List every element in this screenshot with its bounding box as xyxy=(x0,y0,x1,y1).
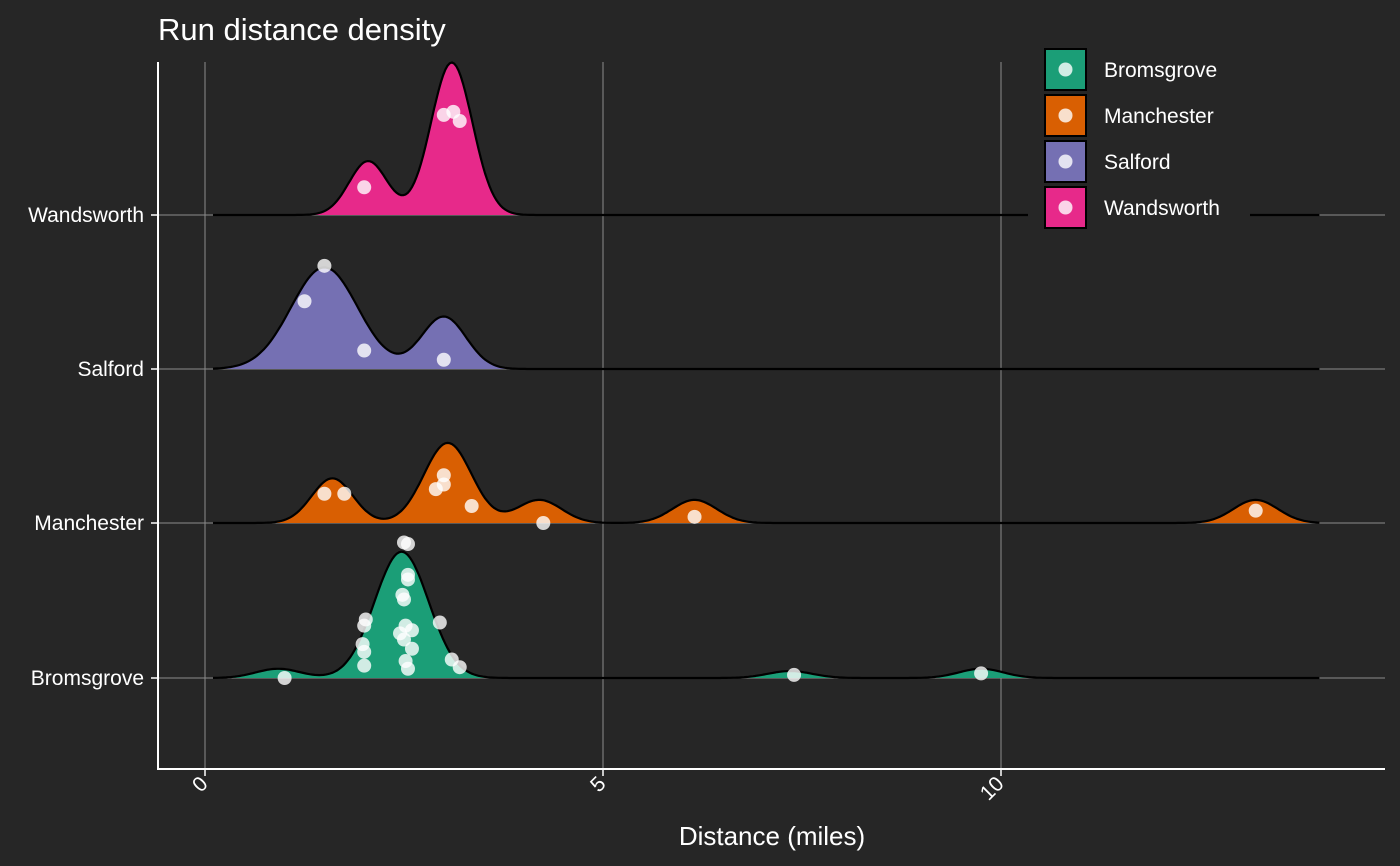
data-point xyxy=(297,294,312,309)
legend-point xyxy=(1058,154,1073,169)
data-point xyxy=(436,352,451,367)
legend-label: Wandsworth xyxy=(1104,197,1220,220)
data-point xyxy=(357,343,372,358)
data-point xyxy=(337,486,352,501)
data-point xyxy=(357,658,372,673)
legend-item-manchester: Manchester xyxy=(1044,94,1214,137)
legend-label: Bromsgrove xyxy=(1104,59,1217,82)
legend-label: Manchester xyxy=(1104,105,1214,128)
data-point xyxy=(400,661,415,676)
ridge-salford xyxy=(212,258,1320,371)
y-ticks: Bromsgrove Manchester Salford Wandsworth xyxy=(28,204,158,690)
x-axis-title: Distance (miles) xyxy=(679,821,865,851)
legend-item-salford: Salford xyxy=(1044,140,1171,183)
y-tick-label: Salford xyxy=(77,358,144,381)
data-point xyxy=(357,180,372,195)
data-point xyxy=(277,671,292,685)
data-point xyxy=(395,587,410,602)
data-point xyxy=(317,486,332,501)
data-point xyxy=(397,632,411,647)
data-point xyxy=(452,114,467,129)
y-tick-label: Wandsworth xyxy=(28,204,144,227)
axes xyxy=(157,62,1385,770)
data-point xyxy=(358,612,373,627)
legend-point xyxy=(1058,108,1073,123)
y-tick-label: Bromsgrove xyxy=(31,667,144,690)
legend-label: Salford xyxy=(1104,151,1171,174)
legend: Bromsgrove Manchester Salford Wandsworth xyxy=(1028,43,1250,235)
density-outline xyxy=(212,266,1320,371)
legend-key xyxy=(1044,94,1087,137)
data-point xyxy=(355,637,370,652)
data-point xyxy=(974,666,989,681)
data-point xyxy=(404,641,419,656)
data-point xyxy=(317,258,332,273)
data-point xyxy=(400,537,415,552)
data-point xyxy=(687,509,702,524)
ridge-manchester xyxy=(213,441,1320,530)
density-area xyxy=(213,62,1320,215)
data-point xyxy=(464,499,479,514)
data-point xyxy=(432,615,447,630)
legend-point xyxy=(1058,200,1073,215)
legend-item-wandsworth: Wandsworth xyxy=(1044,186,1220,229)
data-point xyxy=(536,516,551,530)
chart-title: Run distance density xyxy=(158,12,446,47)
ridge-bromsgrove xyxy=(212,535,1320,685)
density-outline xyxy=(213,441,1320,525)
data-point xyxy=(787,667,802,682)
y-tick-label: Manchester xyxy=(34,512,144,535)
density-outline xyxy=(212,550,1320,680)
density-area xyxy=(213,267,1320,369)
legend-point xyxy=(1058,62,1073,77)
data-point xyxy=(398,618,413,633)
legend-item-bromsgrove: Bromsgrove xyxy=(1044,48,1217,91)
data-point xyxy=(436,477,451,492)
data-point xyxy=(1248,503,1263,518)
data-point xyxy=(400,572,415,587)
data-point xyxy=(452,660,467,675)
